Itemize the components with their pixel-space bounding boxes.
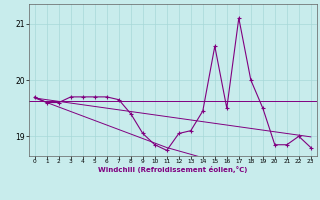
X-axis label: Windchill (Refroidissement éolien,°C): Windchill (Refroidissement éolien,°C) bbox=[98, 166, 247, 173]
